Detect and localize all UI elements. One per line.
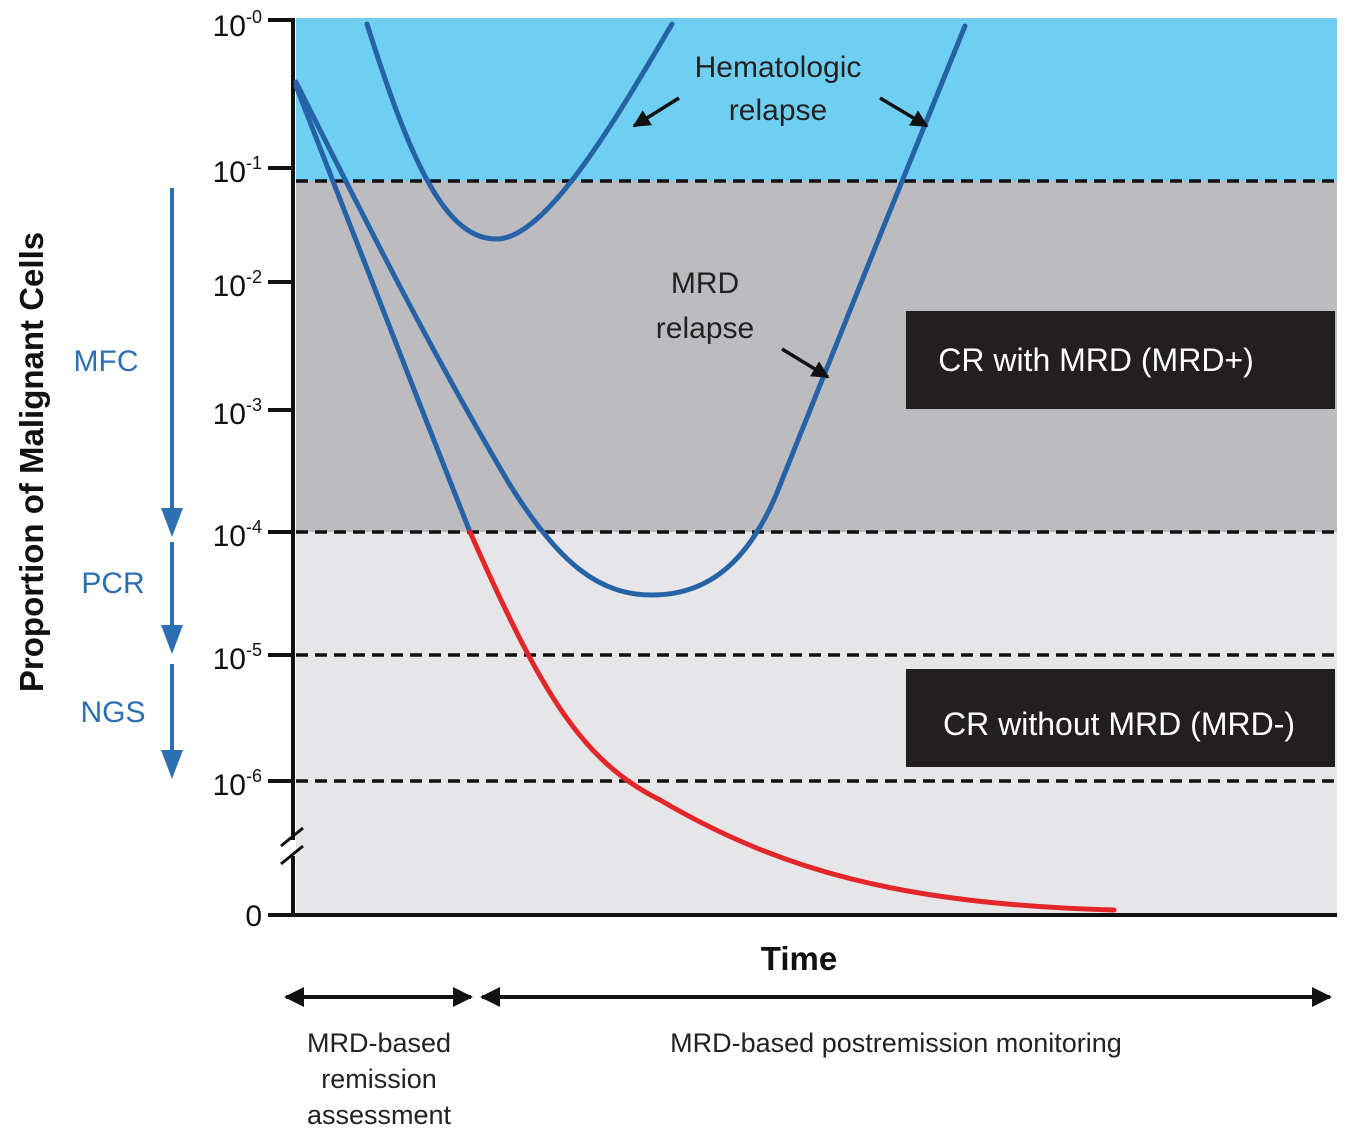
method-label-mfc: MFC (74, 345, 139, 378)
method-label-ngs: NGS (80, 696, 145, 729)
relapse-zone (296, 18, 1337, 181)
hematologic-arrow-left (632, 96, 680, 128)
y-axis-title: Proportion of Malignant Cells (13, 232, 50, 692)
remission-curve (293, 83, 473, 535)
mrd-positive-label: CR with MRD (MRD+) (938, 342, 1254, 378)
mrd-relapse-annotation: MRD relapse (656, 267, 754, 345)
hematologic-arrow-right (879, 96, 929, 128)
method-arrows (161, 188, 183, 779)
annotation-line: relapse (729, 94, 827, 127)
y-tick-label: 10-1 (213, 153, 262, 189)
axis-break-icon (280, 826, 304, 866)
mrd-negative-label: CR without MRD (MRD-) (943, 706, 1295, 742)
annotation-line: Hematologic (695, 51, 862, 84)
mrd-positive-box (906, 311, 1335, 409)
y-tick-label-zero: 0 (245, 900, 262, 933)
y-tick-label: 10-0 (213, 7, 262, 43)
remission-phase-label: MRD-based remission assessment (307, 1028, 452, 1130)
mrd-negative-curve (467, 529, 1117, 913)
monitoring-phase-label: MRD-based postremission monitoring (670, 1028, 1122, 1058)
curves (293, 21, 1117, 913)
y-tick-label: 10-2 (213, 267, 262, 303)
phase-label-line: remission (321, 1064, 437, 1094)
y-tick-label: 10-3 (213, 395, 262, 431)
annotation-arrows (632, 96, 929, 379)
phase-label-line: assessment (307, 1100, 452, 1130)
y-tick-label: 10-5 (213, 640, 262, 676)
phase-label-line: MRD-based (307, 1028, 451, 1058)
x-axis-title: Time (761, 940, 837, 977)
mrd-negative-box (906, 669, 1335, 767)
hematologic-relapse-curve (364, 21, 675, 242)
y-tick-label: 10-4 (213, 517, 262, 553)
method-label-pcr: PCR (81, 567, 144, 600)
mfc-arrow-head (161, 508, 183, 537)
pcr-arrow-head (161, 625, 183, 654)
y-tick-labels: 10-0 10-1 10-2 10-3 10-4 10-5 10-6 0 (213, 7, 262, 933)
annotation-line: MRD (671, 267, 739, 300)
mrd-relapse-arrow (781, 347, 830, 379)
annotation-line: relapse (656, 312, 754, 345)
axes (268, 18, 1337, 917)
y-tick-label: 10-6 (213, 766, 262, 802)
ngs-arrow-head (161, 750, 183, 779)
hematologic-relapse-annotation: Hematologic relapse (695, 51, 862, 127)
mrd-relapse-curve (293, 23, 968, 598)
